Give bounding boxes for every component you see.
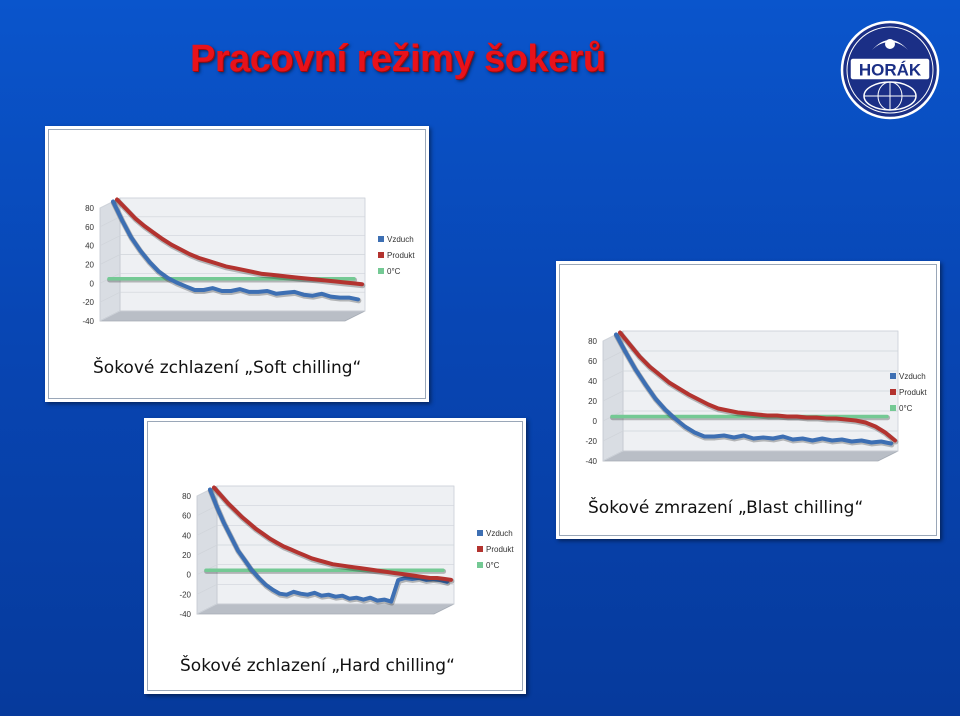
y-tick-label: 0 (593, 417, 598, 426)
legend-label: Produkt (486, 545, 514, 554)
y-tick-label: 40 (588, 377, 597, 386)
chart-hard-chilling: 80 60 40 20 0 -20 -40 Vzduch Produkt 0°C (179, 485, 514, 619)
chart-caption: Šokové zchlazení „Hard chilling“ (180, 656, 455, 676)
y-tick-label: 60 (85, 223, 94, 232)
chart-caption: Šokové zmrazení „Blast chilling“ (588, 498, 864, 518)
series-line-vzduch (208, 487, 449, 604)
y-tick-label: -40 (82, 317, 94, 326)
y-tick-label: 80 (182, 492, 191, 501)
gridline (602, 330, 898, 342)
legend-swatch (890, 405, 896, 411)
legend-swatch (378, 252, 384, 258)
legend-label: Vzduch (387, 235, 414, 244)
gridline (602, 390, 898, 402)
y-tick-label: 80 (588, 337, 597, 346)
legend-label: 0°C (899, 404, 913, 413)
y-tick-label: 0 (187, 571, 192, 580)
y-tick-label: -40 (585, 457, 597, 466)
gridline (196, 583, 454, 595)
chart-floor (602, 450, 899, 462)
legend-label: Produkt (387, 251, 415, 260)
legend-swatch (477, 530, 483, 536)
gridline (602, 370, 898, 382)
chart-caption: Šokové zchlazení „Soft chilling“ (93, 358, 362, 378)
legend-label: 0°C (387, 267, 401, 276)
gridline (196, 603, 454, 615)
y-tick-label: 20 (588, 397, 597, 406)
chart-blast-chilling: 80 60 40 20 0 -20 -40 Vzduch Produkt 0°C (585, 330, 927, 466)
legend-label: Vzduch (899, 372, 926, 381)
gridline (196, 524, 454, 536)
legend-label: Vzduch (486, 529, 513, 538)
legend-swatch (477, 562, 483, 568)
gridline (602, 450, 898, 462)
legend-label: Produkt (899, 388, 927, 397)
y-tick-label: 0 (90, 279, 95, 288)
legend-swatch (378, 268, 384, 274)
y-tick-label: -20 (179, 590, 191, 599)
chart-soft-chilling: 80 60 40 20 0 -20 -40 Vzduch Produkt 0°C (82, 197, 415, 326)
gridline (196, 564, 454, 575)
logo-text: HORÁK (859, 61, 922, 80)
legend-swatch (477, 546, 483, 552)
series-line-vzduch (111, 199, 360, 302)
series-line-produkt (618, 330, 897, 443)
series-line-vzduch (614, 332, 893, 446)
y-tick-label: 20 (182, 551, 191, 560)
gridline (99, 197, 365, 209)
chart-panel-soft-chilling: 80 60 40 20 0 -20 -40 Vzduch Produkt 0°C Šokové z… (45, 126, 429, 402)
gridline (602, 410, 898, 422)
chart-panel-blast-chilling: 80 60 40 20 0 -20 -40 Vzduch Produkt 0°C Šokové z… (556, 261, 940, 539)
gridline (602, 430, 898, 442)
y-tick-label: -20 (585, 437, 597, 446)
y-tick-label: 80 (85, 204, 94, 213)
y-tick-label: 20 (85, 261, 94, 270)
gridline (99, 310, 365, 322)
legend-label: 0°C (486, 561, 500, 570)
gridline (196, 485, 454, 497)
slide-title: Pracovní režimy šokerů (190, 38, 606, 80)
y-tick-label: 40 (85, 242, 94, 251)
gridline (196, 544, 454, 556)
gridline (99, 235, 365, 246)
chart-floor (99, 310, 366, 322)
series-line-produkt (115, 197, 364, 287)
legend-swatch (890, 389, 896, 395)
horak-logo: HORÁK (840, 20, 940, 120)
gridline (99, 272, 365, 284)
y-tick-label: 60 (182, 512, 191, 521)
legend-swatch (890, 373, 896, 379)
legend-swatch (378, 236, 384, 242)
gridline (99, 254, 365, 265)
y-tick-label: -40 (179, 610, 191, 619)
series-line-produkt (212, 485, 453, 582)
y-tick-label: 60 (588, 357, 597, 366)
y-tick-label: -20 (82, 298, 94, 307)
chart-floor (196, 603, 455, 615)
chart-panel-hard-chilling: 80 60 40 20 0 -20 -40 Vzduch Produkt 0°C Šokové z… (144, 418, 526, 694)
y-tick-label: 40 (182, 531, 191, 540)
